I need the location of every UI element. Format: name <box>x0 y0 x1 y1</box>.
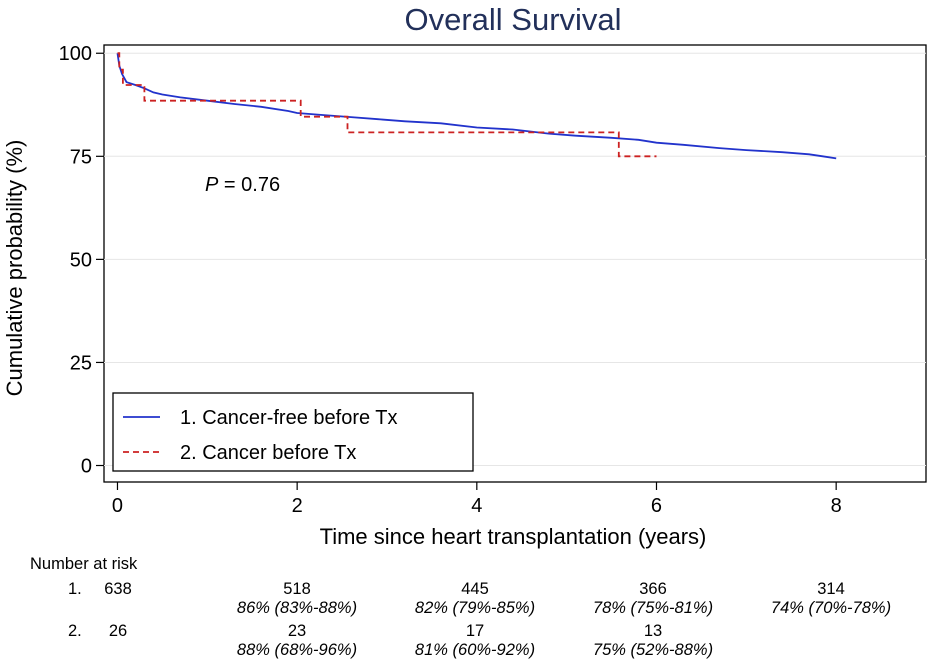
series-line-cancer-free <box>116 53 837 160</box>
x-tick-label: 2 <box>292 495 303 517</box>
series-lines <box>116 52 837 160</box>
risk-table-title: Number at risk <box>30 555 138 573</box>
risk-count: 638 <box>104 580 132 598</box>
x-tick-label: 6 <box>651 495 662 517</box>
risk-count: 314 <box>817 580 845 598</box>
x-axis-label: Time since heart transplantation (years) <box>320 524 707 549</box>
risk-count: 26 <box>108 622 128 640</box>
legend: 1. Cancer-free before Tx 2. Cancer befor… <box>112 392 474 472</box>
series-line-cancer <box>117 52 657 158</box>
risk-estimate: 78% (75%-81%) <box>592 599 714 617</box>
legend-box <box>112 392 474 472</box>
risk-count: 366 <box>639 580 667 598</box>
y-tick-label: 100 <box>59 43 92 65</box>
legend-label-series-1: 1. Cancer-free before Tx <box>180 407 398 429</box>
risk-estimate: 82% (79%-85%) <box>414 599 536 617</box>
risk-count: 13 <box>643 622 663 640</box>
risk-estimate: 86% (83%-88%) <box>236 599 358 617</box>
p-value-annotation: P = 0.76 <box>205 174 280 196</box>
risk-count: 23 <box>287 622 307 640</box>
risk-group-1-label: 1. <box>68 580 82 598</box>
x-tick-label: 8 <box>831 495 842 517</box>
axes: 0 25 50 75 100 0 2 4 6 8 <box>59 43 842 517</box>
risk-count: 445 <box>461 580 489 598</box>
x-tick-label: 4 <box>471 495 482 517</box>
y-tick-label: 75 <box>70 146 92 168</box>
risk-estimate: 81% (60%-92%) <box>414 641 536 659</box>
y-tick-label: 50 <box>70 249 92 271</box>
p-value-text: = 0.76 <box>218 174 280 196</box>
p-value-label: P <box>205 174 219 196</box>
y-axis-label: Cumulative probability (%) <box>2 140 27 397</box>
risk-estimate: 75% (52%-88%) <box>592 641 714 659</box>
chart-title: Overall Survival <box>404 2 621 37</box>
risk-estimate: 74% (70%-78%) <box>770 599 892 617</box>
legend-label-series-2: 2. Cancer before Tx <box>180 442 356 464</box>
risk-estimate: 88% (68%-96%) <box>236 641 358 659</box>
y-tick-label: 0 <box>81 456 92 478</box>
y-tick-label: 25 <box>70 352 92 374</box>
x-tick-label: 0 <box>112 495 123 517</box>
risk-count: 518 <box>283 580 311 598</box>
risk-group-2-label: 2. <box>68 622 82 640</box>
risk-count: 17 <box>465 622 485 640</box>
